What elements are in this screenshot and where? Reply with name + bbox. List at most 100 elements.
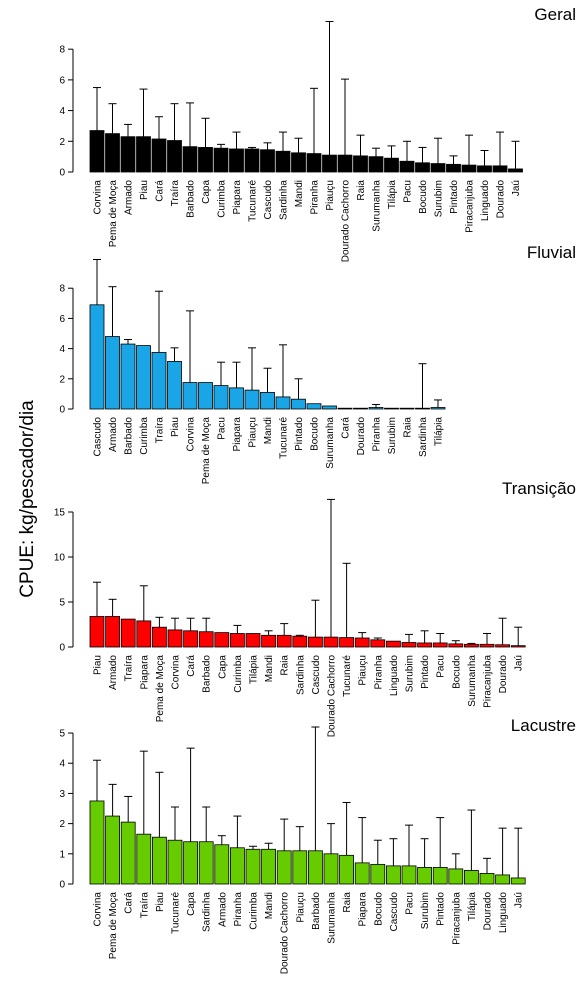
bar: [399, 407, 415, 410]
category-label: Sardinha: [202, 892, 213, 932]
category-label: Mandi: [264, 655, 275, 682]
bar: [479, 873, 495, 885]
category-label: Pema de Moça: [201, 417, 212, 485]
category-label: Bocudo: [373, 892, 384, 926]
category-label: Mandi: [263, 417, 274, 444]
bar: [120, 821, 136, 885]
category-label: Cascudo: [263, 180, 274, 220]
bar: [89, 800, 105, 885]
category-label: Piranha: [233, 892, 244, 927]
category-label: Pema de Moça: [108, 180, 119, 248]
bar: [167, 839, 183, 885]
category-label: Raia: [403, 417, 414, 438]
category-label: Pintado: [294, 417, 305, 451]
y-tick-label: 6: [59, 75, 65, 86]
bar: [354, 637, 370, 648]
bar: [370, 639, 386, 648]
category-label: Raia: [280, 655, 291, 676]
category-label: Cascudo: [389, 892, 400, 932]
bar: [276, 850, 292, 885]
y-tick-label: 5: [59, 598, 65, 609]
bar: [415, 407, 430, 410]
chart-panels: Geral 0 2 4 6 8 Corvina Pema de Moça Armado Piau C…: [54, 5, 576, 974]
bar: [337, 154, 353, 173]
panel-title: Fluvial: [527, 243, 576, 262]
bar: [213, 385, 229, 410]
category-label: Piau: [170, 417, 181, 437]
bar: [136, 136, 151, 173]
bar: [339, 637, 355, 648]
bar: [182, 146, 198, 173]
category-label: Linguado: [480, 180, 491, 222]
y-tick-label: 4: [59, 344, 65, 355]
bar: [463, 643, 479, 648]
bar: [198, 841, 214, 885]
bar: [183, 841, 199, 885]
bar: [151, 836, 167, 885]
category-label: Linguado: [389, 655, 400, 697]
bar: [120, 136, 136, 173]
bar: [183, 630, 199, 648]
category-label: Armado: [108, 417, 119, 452]
category-label: Traíra: [124, 655, 135, 682]
category-label: Tilápia: [249, 655, 260, 685]
bar: [337, 407, 353, 410]
bar: [306, 153, 322, 173]
y-tick-label: 0: [59, 643, 65, 654]
category-label: Dourado Cachorro: [341, 180, 352, 263]
bar: [432, 642, 448, 648]
bar: [105, 336, 120, 410]
bar: [401, 865, 417, 885]
category-label: Dourado: [498, 655, 509, 694]
category-label: Piranha: [372, 417, 383, 452]
category-label: Curimba: [233, 655, 244, 693]
bar: [105, 133, 120, 173]
bar: [245, 633, 261, 648]
bar: [430, 163, 446, 173]
panel-title: Lacustre: [511, 716, 576, 735]
category-label: Barbado: [311, 892, 322, 930]
category-label: Jaú: [514, 655, 525, 671]
bar: [198, 631, 214, 648]
bar: [306, 403, 322, 410]
bar: [151, 138, 167, 173]
bar: [167, 629, 183, 648]
category-label: Dourado Cachorro: [280, 892, 291, 975]
category-label: Piapara: [232, 180, 243, 215]
bar: [384, 157, 399, 173]
category-label: Cará: [186, 655, 197, 677]
category-label: Sardinha: [295, 655, 306, 695]
bar: [151, 626, 167, 648]
category-label: Dourado Cachorro: [327, 655, 338, 738]
category-label: Piau: [93, 655, 104, 675]
bar: [244, 389, 260, 410]
category-label: Piapara: [232, 417, 243, 452]
bar: [182, 382, 198, 410]
bar: [354, 862, 370, 885]
bar: [432, 866, 448, 885]
bar: [245, 848, 261, 885]
bar: [492, 165, 508, 173]
bar: [151, 351, 167, 410]
bar: [510, 877, 526, 885]
y-tick-label: 3: [59, 789, 65, 800]
bar: [463, 870, 479, 885]
category-label: Pema de Moça: [108, 892, 119, 960]
panel-transição: Transição 0 5 10 15 Piau Armado Traíra Piapara Pe…: [54, 479, 576, 737]
bar: [292, 635, 308, 648]
y-axis-label: CPUE: kg/pescador/dia: [17, 400, 38, 598]
bar: [214, 632, 230, 648]
category-label: Piracanjuba: [451, 892, 462, 945]
category-label: Armado: [217, 892, 228, 927]
bar: [448, 643, 464, 648]
y-tick-label: 4: [59, 759, 65, 770]
category-label: Surumanha: [372, 180, 383, 232]
bar: [307, 850, 323, 885]
category-label: Dourado: [496, 180, 507, 219]
bar: [167, 361, 182, 410]
bar: [368, 156, 384, 173]
bar: [384, 407, 399, 410]
y-tick-label: 0: [59, 405, 65, 416]
